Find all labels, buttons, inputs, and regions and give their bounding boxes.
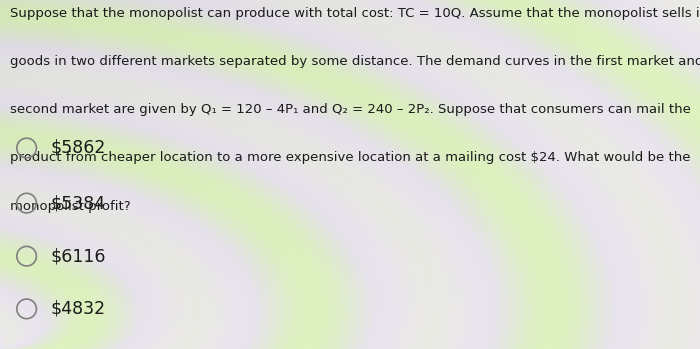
Text: $5384: $5384: [50, 194, 106, 212]
Text: monopolist profit?: monopolist profit?: [10, 200, 130, 213]
Text: $4832: $4832: [50, 300, 106, 318]
Text: $5862: $5862: [50, 139, 106, 157]
Text: second market are given by Q₁ = 120 – 4P₁ and Q₂ = 240 – 2P₂. Suppose that consu: second market are given by Q₁ = 120 – 4P…: [10, 103, 691, 116]
Text: Suppose that the monopolist can produce with total cost: TC = 10Q. Assume that t: Suppose that the monopolist can produce …: [10, 7, 700, 20]
Text: goods in two different markets separated by some distance. The demand curves in : goods in two different markets separated…: [10, 55, 700, 68]
Text: $6116: $6116: [50, 247, 106, 265]
Text: product from cheaper location to a more expensive location at a mailing cost $24: product from cheaper location to a more …: [10, 151, 690, 164]
